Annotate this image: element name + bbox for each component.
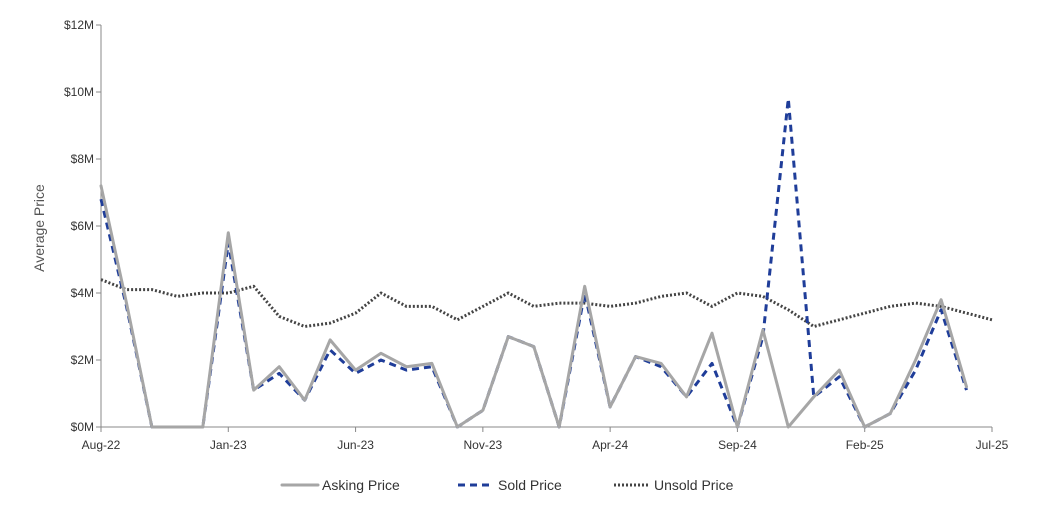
legend-label: Unsold Price — [654, 477, 734, 493]
y-tick-label: $4M — [71, 286, 94, 300]
y-tick-label: $2M — [71, 353, 94, 367]
y-tick-label: $10M — [64, 85, 94, 99]
y-tick-label: $12M — [64, 18, 94, 32]
x-tick-label: Jul-25 — [976, 438, 1009, 452]
x-tick-label: Aug-22 — [82, 438, 121, 452]
legend: Asking Price Sold Price Unsold Price — [280, 477, 734, 493]
y-tick-label: $8M — [71, 152, 94, 166]
x-axis-ticks: Aug-22 Jan-23 Jun-23 Nov-23 Apr-24 Sep-24 Feb-… — [82, 427, 1009, 452]
x-tick-label: Jan-23 — [210, 438, 247, 452]
x-tick-label: Apr-24 — [592, 438, 628, 452]
axes — [100, 25, 992, 428]
x-tick-label: Jun-23 — [337, 438, 374, 452]
y-tick-label: $0M — [71, 420, 94, 434]
legend-label: Sold Price — [498, 477, 562, 493]
legend-label: Asking Price — [322, 477, 400, 493]
series-line-asking-price — [99, 184, 968, 429]
y-axis-label: Average Price — [31, 184, 47, 272]
y-axis-ticks: $0M $2M $4M $6M $8M $10M $12M — [64, 18, 101, 434]
series-line-unsold-price — [100, 278, 993, 328]
series-line-sold-price — [99, 97, 968, 429]
x-tick-label: Sep-24 — [718, 438, 757, 452]
x-tick-label: Nov-23 — [464, 438, 503, 452]
x-tick-label: Feb-25 — [846, 438, 884, 452]
series-lines — [99, 97, 993, 429]
y-tick-label: $6M — [71, 219, 94, 233]
